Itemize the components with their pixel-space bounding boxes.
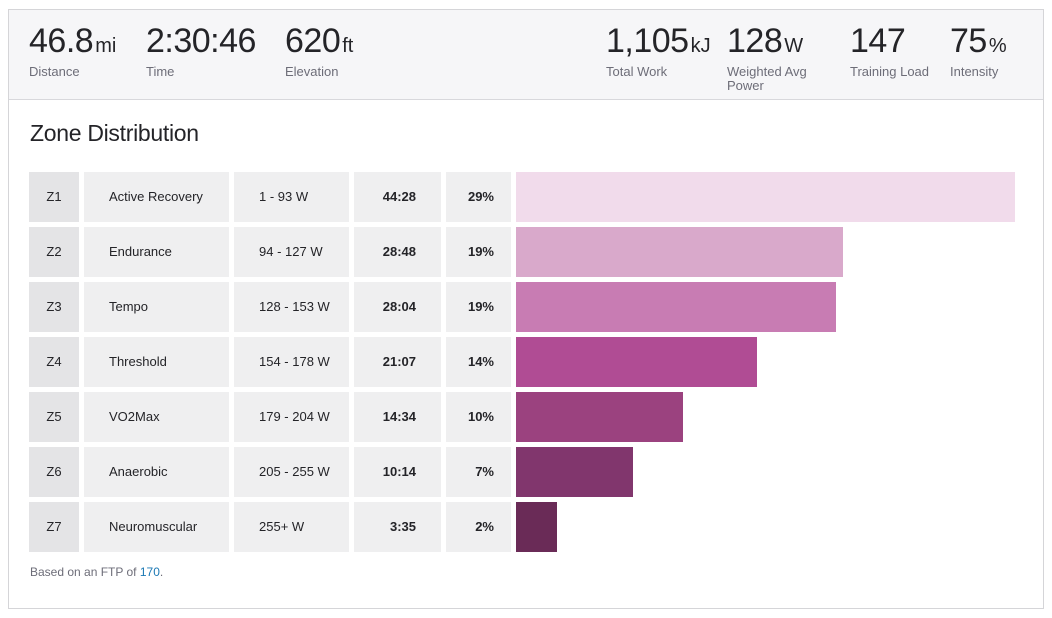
- zone-time: 3:35: [354, 502, 441, 552]
- zone-power-range: 255+ W: [234, 502, 349, 552]
- zone-time: 28:04: [354, 282, 441, 332]
- stat-label: Elevation: [285, 64, 339, 79]
- stat-unit: W: [784, 35, 804, 57]
- zone-percent: 10%: [446, 392, 511, 442]
- zone-name: Anaerobic: [84, 447, 229, 497]
- ftp-footnote: Based on an FTP of 170.: [30, 565, 163, 579]
- zone-bar: [516, 282, 836, 332]
- stat-label: Training Load: [850, 64, 930, 79]
- stat-label: Intensity: [950, 64, 999, 79]
- zone-power-range: 128 - 153 W: [234, 282, 349, 332]
- stat-value: 46.8: [29, 22, 94, 60]
- zone-row: Z7 Neuromuscular 255+ W 3:35 2%: [29, 502, 1019, 552]
- zone-name: VO2Max: [84, 392, 229, 442]
- stat-value: 147: [850, 22, 906, 60]
- zone-name: Endurance: [84, 227, 229, 277]
- stat-time: 2:30:46 Time: [146, 22, 258, 79]
- stat-value: 620: [285, 22, 341, 60]
- activity-summary-card: 46.8 mi Distance 2:30:46 Time 620 ft Eleva…: [8, 9, 1044, 609]
- section-title: Zone Distribution: [30, 120, 199, 146]
- zone-label: Z7: [29, 502, 79, 552]
- stat-value: 128: [727, 22, 783, 60]
- stat-unit: mi: [95, 35, 117, 57]
- zone-row: Z2 Endurance 94 - 127 W 28:48 19%: [29, 227, 1019, 277]
- stats-header: 46.8 mi Distance 2:30:46 Time 620 ft Eleva…: [9, 10, 1043, 100]
- stat-label: Distance: [29, 64, 80, 79]
- stat-unit: ft: [342, 35, 354, 57]
- zone-row: Z1 Active Recovery 1 - 93 W 44:28 29%: [29, 172, 1019, 222]
- zone-percent: 7%: [446, 447, 511, 497]
- zone-power-range: 179 - 204 W: [234, 392, 349, 442]
- zone-bar: [516, 447, 633, 497]
- zone-percent: 19%: [446, 227, 511, 277]
- zone-time: 21:07: [354, 337, 441, 387]
- zone-percent: 29%: [446, 172, 511, 222]
- zone-label: Z4: [29, 337, 79, 387]
- zone-bar: [516, 227, 843, 277]
- stat-intensity: 75% Intensity: [950, 22, 1040, 79]
- zone-name: Tempo: [84, 282, 229, 332]
- zone-bar: [516, 502, 557, 552]
- zone-label: Z6: [29, 447, 79, 497]
- zone-power-range: 1 - 93 W: [234, 172, 349, 222]
- zone-row: Z6 Anaerobic 205 - 255 W 10:14 7%: [29, 447, 1019, 497]
- zone-row: Z5 VO2Max 179 - 204 W 14:34 10%: [29, 392, 1019, 442]
- zone-power-range: 154 - 178 W: [234, 337, 349, 387]
- stat-unit: kJ: [690, 35, 711, 57]
- zone-time: 28:48: [354, 227, 441, 277]
- zone-time: 14:34: [354, 392, 441, 442]
- stat-value: 2:30:46: [146, 22, 256, 60]
- zone-power-range: 205 - 255 W: [234, 447, 349, 497]
- zone-label: Z5: [29, 392, 79, 442]
- zone-label: Z3: [29, 282, 79, 332]
- zone-bar: [516, 392, 683, 442]
- zone-percent: 14%: [446, 337, 511, 387]
- zone-bar: [516, 337, 757, 387]
- stat-training-load: 147 Training Load: [850, 22, 940, 79]
- zone-row: Z4 Threshold 154 - 178 W 21:07 14%: [29, 337, 1019, 387]
- stat-distance: 46.8 mi Distance: [29, 22, 119, 79]
- footnote-text: Based on an FTP of: [30, 565, 137, 579]
- stat-total-work: 1,105 kJ Total Work: [606, 22, 711, 79]
- stat-unit: %: [988, 35, 1007, 57]
- zone-percent: 19%: [446, 282, 511, 332]
- stat-label: Total Work: [606, 64, 668, 79]
- zone-name: Neuromuscular: [84, 502, 229, 552]
- zone-name: Threshold: [84, 337, 229, 387]
- zone-power-range: 94 - 127 W: [234, 227, 349, 277]
- zone-time: 44:28: [354, 172, 441, 222]
- stat-label: Weighted Avg Power: [727, 64, 807, 93]
- ftp-link[interactable]: 170: [139, 565, 160, 579]
- zone-time: 10:14: [354, 447, 441, 497]
- stat-weighted-avg-power: 128 W Weighted Avg Power: [727, 22, 817, 93]
- zone-label: Z2: [29, 227, 79, 277]
- stat-value: 1,105: [606, 22, 689, 60]
- zone-label: Z1: [29, 172, 79, 222]
- zone-row: Z3 Tempo 128 - 153 W 28:04 19%: [29, 282, 1019, 332]
- zone-bar: [516, 172, 1015, 222]
- stat-value: 75: [950, 22, 987, 60]
- stat-label: Time: [146, 64, 175, 79]
- footnote-suffix: .: [159, 565, 164, 579]
- zone-percent: 2%: [446, 502, 511, 552]
- stat-elevation: 620 ft Elevation: [285, 22, 375, 79]
- zone-name: Active Recovery: [84, 172, 229, 222]
